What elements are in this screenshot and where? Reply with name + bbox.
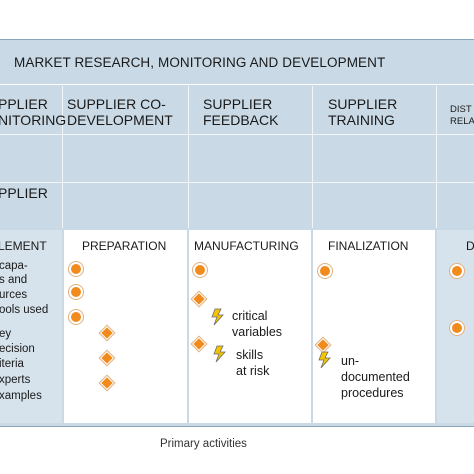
stage-title-finalization: FINALIZATION: [328, 239, 409, 253]
circle-marker-icon: [69, 262, 83, 276]
stage-title-distribution: D: [466, 239, 474, 253]
manufacturing-item: critical: [232, 309, 268, 323]
column-title-training: SUPPLIER TRAINING: [328, 96, 398, 128]
stage-column-preparation: [64, 230, 187, 423]
stage-column-finalization: [313, 230, 435, 423]
manufacturing-item: variables: [232, 325, 283, 339]
column-title-monitoring: PPLIER NITORING: [0, 96, 67, 128]
header-band: [0, 40, 474, 85]
stage-title-implement: LEMENT: [0, 239, 47, 253]
column-divider: [436, 86, 437, 228]
circle-marker-icon: [69, 310, 83, 324]
implement-item: ey: [0, 328, 12, 340]
implement-item: iteria: [0, 358, 24, 370]
band-divider: [0, 134, 474, 135]
circle-marker-icon: [450, 321, 464, 335]
implement-item: capa-: [0, 260, 28, 272]
implement-item: s and: [0, 274, 28, 286]
stage-title-manufacturing: MANUFACTURING: [194, 239, 299, 253]
column-divider: [188, 86, 189, 228]
stage-column-manufacturing: [189, 230, 311, 423]
column-title-feedback: SUPPLIER FEEDBACK: [203, 96, 279, 128]
band-divider: [0, 182, 474, 183]
column-divider: [62, 86, 63, 228]
stage-title-preparation: PREPARATION: [82, 239, 167, 253]
finalization-item: procedures: [341, 386, 404, 400]
implement-item: ecision: [0, 343, 35, 355]
column-title-distribution: DIST RELA: [450, 104, 474, 127]
lightning-bolt-icon: [213, 345, 226, 363]
lightning-bolt-icon: [211, 308, 224, 326]
circle-marker-icon: [69, 285, 83, 299]
circle-marker-icon: [450, 264, 464, 278]
stage-column-implement: [0, 230, 62, 423]
manufacturing-item: at risk: [236, 364, 270, 378]
implement-item: ools used: [0, 304, 49, 316]
column-divider: [312, 86, 313, 228]
footer-label: Primary activities: [160, 438, 247, 450]
row-label: PPLIER: [0, 185, 48, 201]
circle-marker-icon: [193, 263, 207, 277]
manufacturing-item: skills: [236, 348, 264, 362]
implement-item: urces: [0, 289, 28, 301]
column-title-co-development: SUPPLIER CO- DEVELOPMENT: [67, 96, 173, 128]
header-title: MARKET RESEARCH, MONITORING AND DEVELOPM…: [14, 55, 386, 70]
circle-marker-icon: [318, 264, 332, 278]
finalization-item: un-: [341, 354, 360, 368]
lightning-bolt-icon: [318, 351, 331, 369]
implement-item: xperts: [0, 374, 31, 386]
implement-item: xamples: [0, 390, 42, 402]
finalization-item: documented: [341, 370, 410, 384]
